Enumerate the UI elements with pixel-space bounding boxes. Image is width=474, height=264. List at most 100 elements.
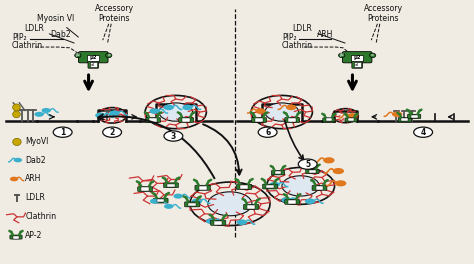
Circle shape xyxy=(270,182,280,187)
Text: Dab2: Dab2 xyxy=(26,155,46,164)
FancyBboxPatch shape xyxy=(352,61,363,68)
FancyBboxPatch shape xyxy=(247,205,255,209)
Circle shape xyxy=(42,108,51,113)
FancyBboxPatch shape xyxy=(146,118,161,122)
Text: 4: 4 xyxy=(420,128,426,137)
Ellipse shape xyxy=(13,138,21,145)
Text: Dab2: Dab2 xyxy=(50,30,71,39)
Ellipse shape xyxy=(338,53,345,58)
FancyBboxPatch shape xyxy=(288,200,296,204)
Text: 3: 3 xyxy=(171,131,176,140)
FancyBboxPatch shape xyxy=(316,186,323,190)
FancyBboxPatch shape xyxy=(179,118,193,122)
FancyBboxPatch shape xyxy=(306,169,319,174)
Circle shape xyxy=(173,194,183,199)
Circle shape xyxy=(286,105,296,110)
FancyBboxPatch shape xyxy=(195,185,210,190)
Text: LDLR: LDLR xyxy=(292,24,345,43)
Text: μ2: μ2 xyxy=(90,55,97,60)
Text: Myosin VI: Myosin VI xyxy=(37,14,78,37)
Circle shape xyxy=(35,112,44,117)
FancyBboxPatch shape xyxy=(153,198,168,203)
Circle shape xyxy=(164,131,183,141)
FancyBboxPatch shape xyxy=(351,55,363,61)
Circle shape xyxy=(206,218,216,224)
Circle shape xyxy=(208,192,252,216)
FancyBboxPatch shape xyxy=(348,119,354,121)
Circle shape xyxy=(265,103,299,121)
Text: α: α xyxy=(107,53,110,57)
FancyBboxPatch shape xyxy=(164,183,178,188)
FancyBboxPatch shape xyxy=(13,235,19,239)
Text: μ2: μ2 xyxy=(354,55,361,60)
FancyBboxPatch shape xyxy=(244,204,259,209)
Circle shape xyxy=(392,111,402,117)
FancyBboxPatch shape xyxy=(411,115,418,118)
Ellipse shape xyxy=(13,104,20,111)
Text: PIP₂: PIP₂ xyxy=(12,33,27,42)
Circle shape xyxy=(255,108,266,114)
FancyBboxPatch shape xyxy=(408,114,421,119)
Circle shape xyxy=(149,108,160,114)
Circle shape xyxy=(182,105,193,110)
FancyBboxPatch shape xyxy=(354,62,361,67)
Circle shape xyxy=(298,159,317,169)
Circle shape xyxy=(323,157,335,163)
Text: LDLR: LDLR xyxy=(24,24,74,43)
Circle shape xyxy=(237,219,247,225)
FancyBboxPatch shape xyxy=(149,118,157,122)
FancyBboxPatch shape xyxy=(237,185,252,190)
FancyBboxPatch shape xyxy=(252,118,266,122)
Text: MyoVI: MyoVI xyxy=(26,137,49,146)
Text: Clathrin: Clathrin xyxy=(26,212,56,221)
FancyBboxPatch shape xyxy=(288,118,296,122)
Circle shape xyxy=(333,168,344,174)
FancyBboxPatch shape xyxy=(214,221,222,225)
Circle shape xyxy=(281,197,292,203)
FancyBboxPatch shape xyxy=(263,184,277,189)
Text: 6: 6 xyxy=(265,128,270,137)
Circle shape xyxy=(305,199,315,204)
FancyBboxPatch shape xyxy=(271,171,285,175)
Circle shape xyxy=(335,180,346,186)
Text: Clathrin: Clathrin xyxy=(282,41,313,50)
Circle shape xyxy=(14,158,22,162)
Circle shape xyxy=(258,127,277,137)
FancyBboxPatch shape xyxy=(274,171,282,174)
Circle shape xyxy=(150,199,159,204)
FancyBboxPatch shape xyxy=(137,187,153,191)
FancyBboxPatch shape xyxy=(199,186,207,190)
Text: PIP₂: PIP₂ xyxy=(282,33,296,42)
Circle shape xyxy=(414,127,433,137)
FancyBboxPatch shape xyxy=(79,52,108,63)
FancyBboxPatch shape xyxy=(240,185,248,189)
FancyBboxPatch shape xyxy=(184,202,200,207)
Circle shape xyxy=(95,112,106,118)
Text: 1: 1 xyxy=(60,128,65,137)
Circle shape xyxy=(192,199,202,204)
Text: β2: β2 xyxy=(75,53,80,57)
Ellipse shape xyxy=(369,53,376,58)
FancyBboxPatch shape xyxy=(188,202,196,206)
FancyBboxPatch shape xyxy=(210,220,226,225)
Text: 5: 5 xyxy=(305,160,310,169)
FancyBboxPatch shape xyxy=(266,185,274,188)
Circle shape xyxy=(159,103,192,121)
FancyBboxPatch shape xyxy=(285,200,300,204)
Ellipse shape xyxy=(106,53,112,58)
Text: AP-2: AP-2 xyxy=(26,231,43,240)
Text: Accessory
Proteins: Accessory Proteins xyxy=(364,4,402,23)
FancyBboxPatch shape xyxy=(342,52,372,63)
FancyBboxPatch shape xyxy=(285,118,300,122)
Circle shape xyxy=(282,176,319,196)
FancyBboxPatch shape xyxy=(398,117,411,122)
Circle shape xyxy=(10,177,18,181)
Text: β2: β2 xyxy=(339,53,344,57)
FancyBboxPatch shape xyxy=(255,118,263,122)
Circle shape xyxy=(164,105,174,110)
FancyBboxPatch shape xyxy=(182,118,190,122)
Text: Clathrin: Clathrin xyxy=(12,41,43,50)
FancyBboxPatch shape xyxy=(323,118,335,122)
Text: σ2: σ2 xyxy=(355,63,359,67)
Circle shape xyxy=(109,110,119,116)
